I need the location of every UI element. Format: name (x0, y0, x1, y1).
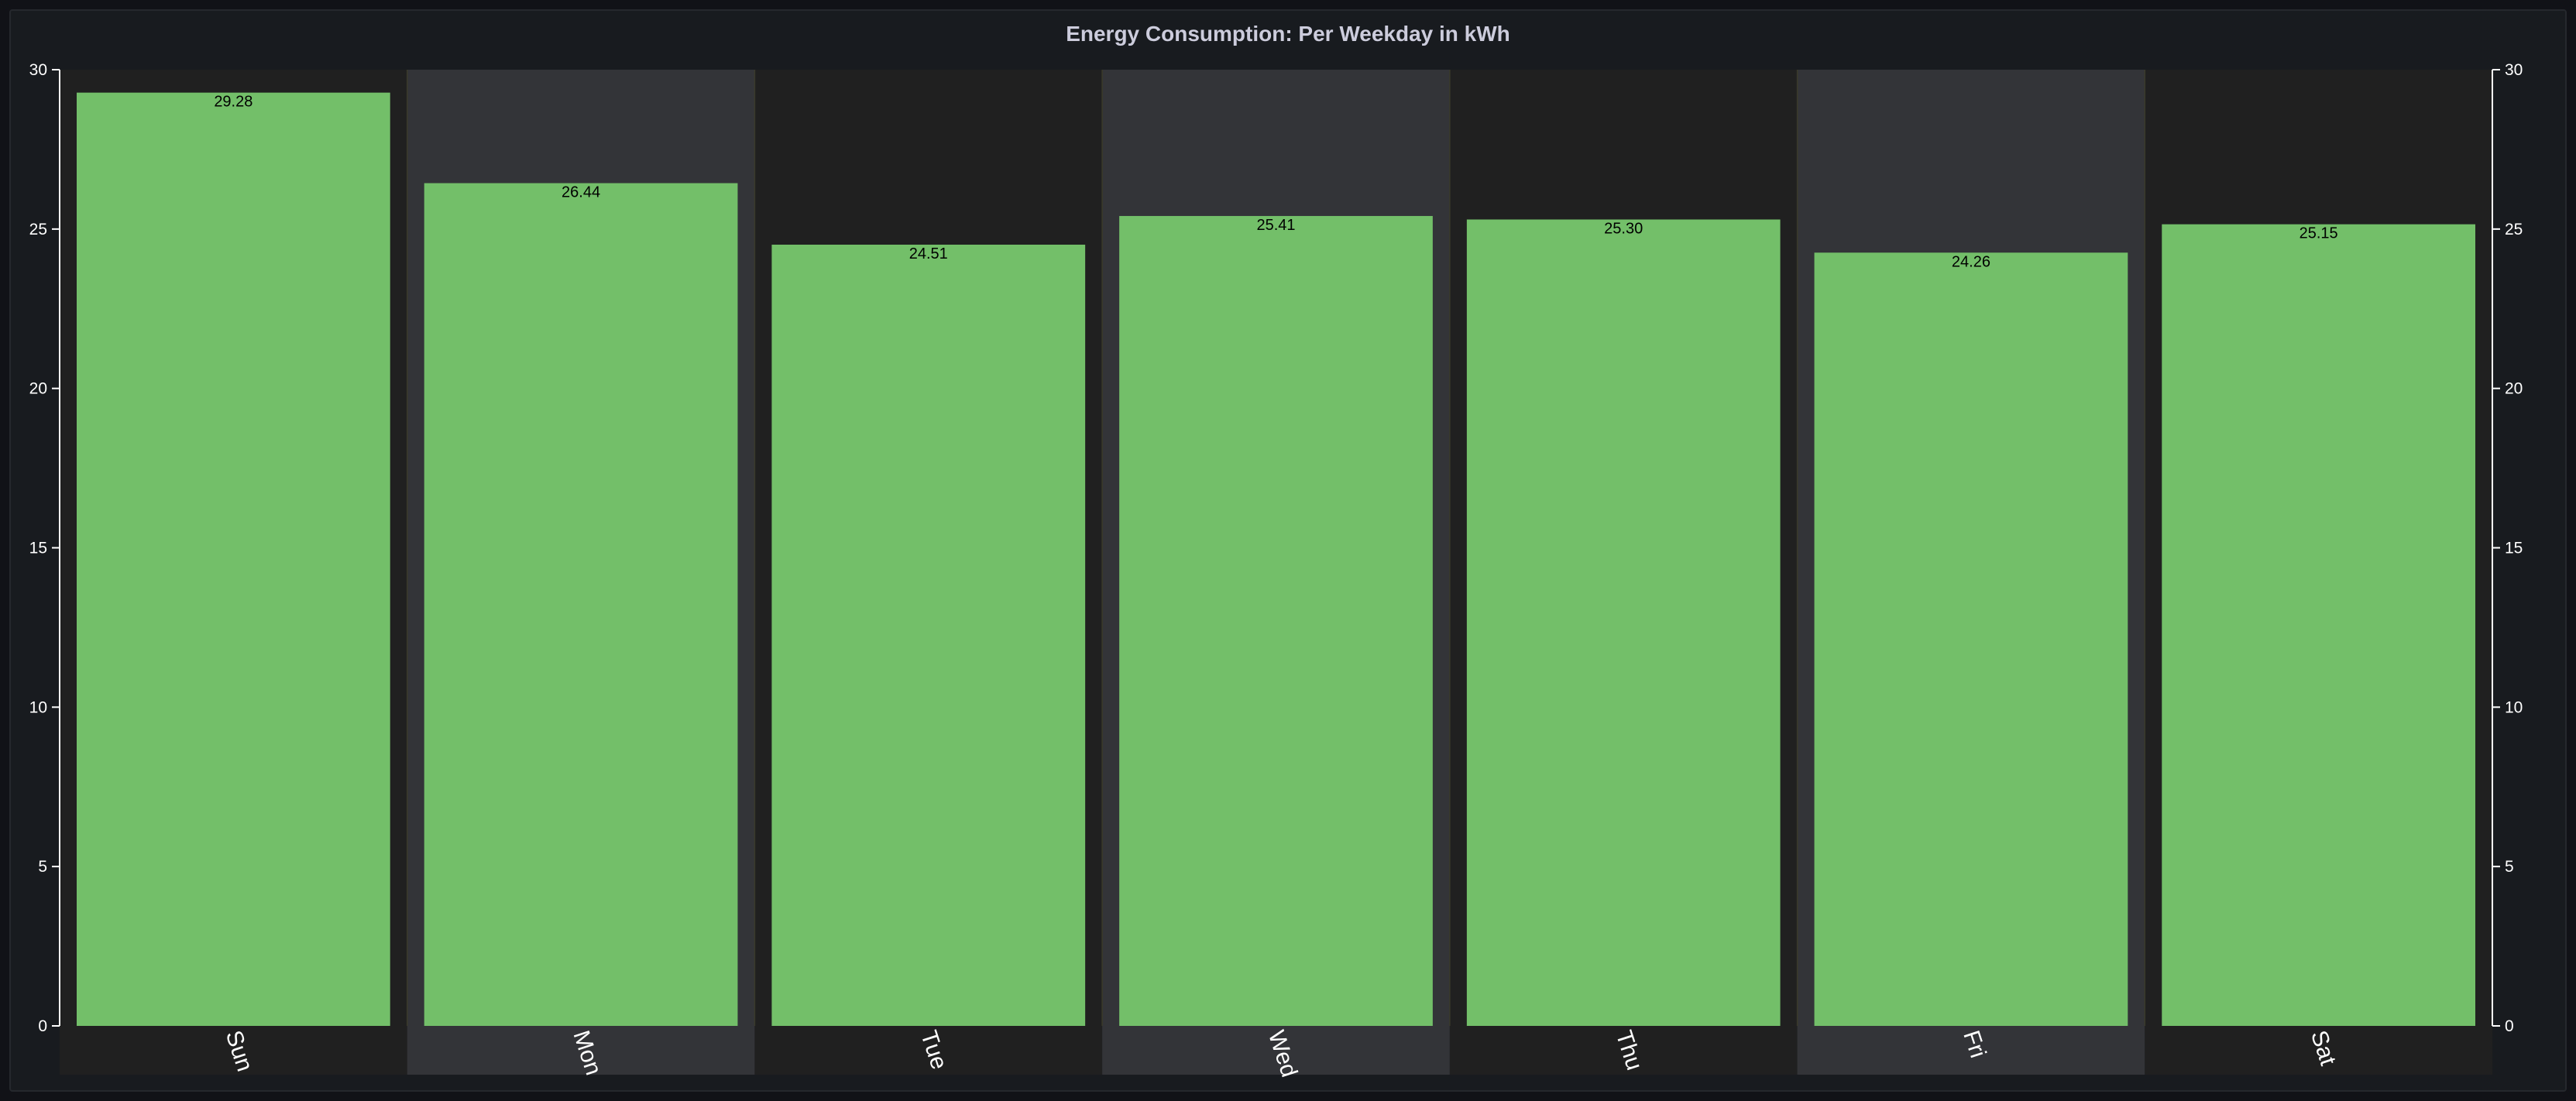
chart-title: Energy Consumption: Per Weekday in kWh (1066, 22, 1510, 46)
value-label: 25.41 (1256, 217, 1295, 234)
bars (77, 92, 2475, 1027)
right-tick-label: 0 (2505, 1017, 2514, 1035)
right-tick-label: 15 (2505, 540, 2523, 557)
left-tick-label: 0 (38, 1017, 47, 1035)
value-label: 29.28 (214, 94, 252, 111)
bar-sat[interactable] (2162, 224, 2475, 1026)
value-label: 24.51 (909, 245, 948, 262)
right-tick-label: 30 (2505, 61, 2523, 79)
left-tick-label: 30 (29, 61, 47, 79)
right-tick-label: 5 (2505, 858, 2514, 876)
left-tick-label: 15 (29, 540, 47, 557)
bar-thu[interactable] (1466, 219, 1781, 1026)
left-tick-label: 20 (29, 380, 47, 398)
axes: 0 0 5 5 10 10 15 15 20 20 25 25 30 30 (29, 61, 2523, 1035)
value-label: 26.44 (562, 184, 600, 201)
bar-wed[interactable] (1119, 215, 1433, 1027)
bar-fri[interactable] (1814, 252, 2128, 1027)
right-tick-label: 10 (2505, 698, 2523, 716)
left-tick-label: 5 (38, 858, 47, 876)
value-label: 25.15 (2300, 225, 2338, 242)
bar-tue[interactable] (771, 245, 1086, 1026)
right-tick-label: 20 (2505, 380, 2523, 398)
left-tick-label: 25 (29, 221, 47, 238)
value-label: 25.30 (1604, 220, 1643, 237)
right-tick-label: 25 (2505, 221, 2523, 238)
bar-sun[interactable] (77, 92, 390, 1026)
value-labels: 29.28 26.44 24.51 25.41 25.30 24.26 25.15 (214, 94, 2337, 271)
left-tick-label: 10 (29, 698, 47, 716)
value-label: 24.26 (1952, 253, 1990, 270)
bar-mon[interactable] (424, 183, 738, 1026)
